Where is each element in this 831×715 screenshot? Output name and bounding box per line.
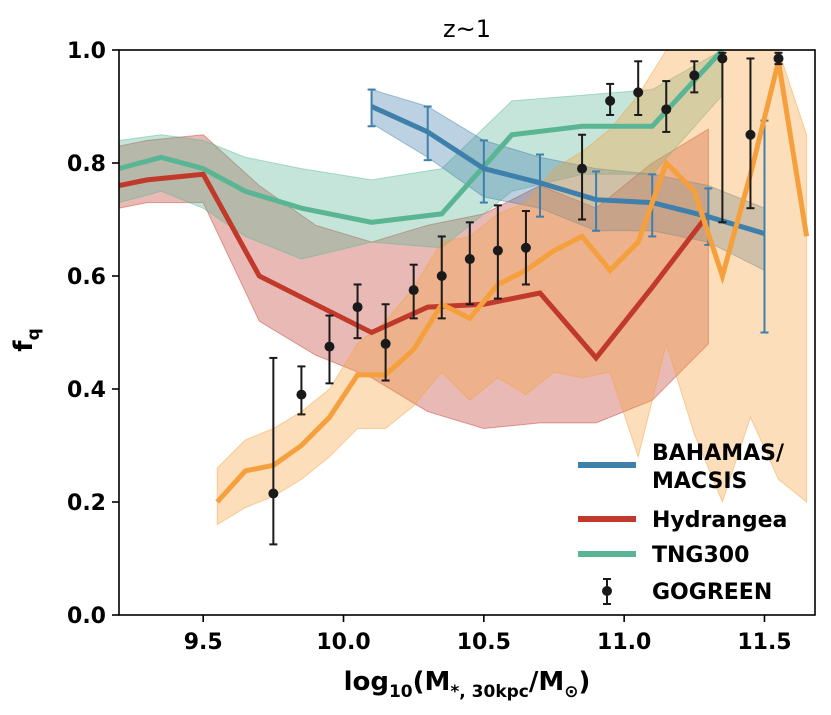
gogreen-point xyxy=(633,87,644,98)
y-axis-label: fq xyxy=(9,328,44,351)
y-tick-label: 0.6 xyxy=(67,265,106,290)
line-bahamas-macsis xyxy=(370,104,766,236)
y-tick-label: 0.4 xyxy=(67,378,106,403)
gogreen-point xyxy=(520,242,531,253)
x-tick-label: 11.5 xyxy=(737,630,791,655)
gogreen-point xyxy=(352,302,363,313)
x-tick-label: 10.5 xyxy=(457,630,511,655)
legend-label-bahamas: BAHAMAS/ xyxy=(652,441,785,466)
gogreen-point xyxy=(408,285,419,296)
gogreen-point xyxy=(745,129,756,140)
plot-frame xyxy=(118,49,816,616)
y-tick-label: 0.0 xyxy=(67,604,106,629)
legend: BAHAMAS/ MACSIS Hydrangea TNG300 GOGREEN xyxy=(578,441,787,605)
gogreen-point xyxy=(436,271,447,281)
x-tick-label: 9.5 xyxy=(184,630,223,655)
plot-clipped-group xyxy=(119,50,810,546)
x-tick-label: 11.0 xyxy=(597,630,651,655)
gogreen-point xyxy=(717,53,728,64)
plot-area xyxy=(119,50,810,546)
legend-label-gogreen: GOGREEN xyxy=(652,580,772,605)
line-orange xyxy=(215,60,810,504)
x-tick-label: 10.0 xyxy=(316,630,370,655)
gogreen-point xyxy=(661,104,672,115)
gogreen-point xyxy=(577,163,588,174)
y-tick-label: 0.2 xyxy=(67,491,106,516)
legend-swatch-gogreen-dot xyxy=(602,586,612,596)
gogreen-point xyxy=(492,245,503,256)
gogreen-point xyxy=(296,389,307,400)
line-tng300 xyxy=(119,50,725,225)
band-orange xyxy=(216,50,808,526)
line-hydrangea xyxy=(119,171,711,362)
y-tick-label: 1.0 xyxy=(67,39,106,64)
axis-ticks: 9.5 10.0 10.5 11.0 11.5 0.0 0.2 0.4 0.6 0.8 1.0 xyxy=(67,39,792,655)
gogreen-point xyxy=(268,488,279,499)
gogreen-point xyxy=(324,341,335,352)
gogreen-point xyxy=(689,70,700,81)
gogreen-point xyxy=(773,53,784,64)
y-tick-label: 0.8 xyxy=(67,152,106,177)
legend-label-hydrangea: Hydrangea xyxy=(652,508,787,533)
chart-title: z~1 xyxy=(443,15,491,43)
gogreen-point xyxy=(380,338,391,349)
x-axis-label: log10(M*, 30kpc/M⊙) xyxy=(344,667,591,702)
legend-label-bahamas-line2: MACSIS xyxy=(652,469,747,494)
legend-label-tng300: TNG300 xyxy=(652,543,749,568)
gogreen-point xyxy=(464,254,475,265)
gogreen-point xyxy=(605,95,616,106)
